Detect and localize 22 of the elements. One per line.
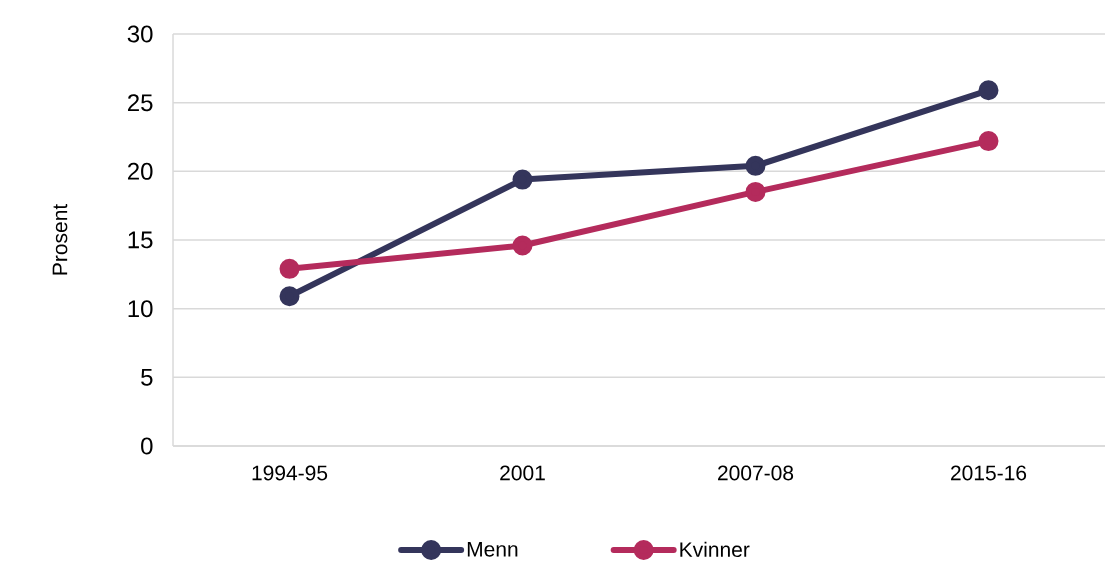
point [978,131,999,152]
y-axis-title: Prosent [52,203,68,275]
point [512,235,533,256]
legend-label: Kvinner [680,541,750,558]
point [978,80,999,101]
y-tick-label: 5 [141,368,153,386]
point [279,286,300,307]
y-tick-label: 30 [127,25,153,43]
y-tick-label: 25 [127,94,153,112]
x-tick-label: 2007-08 [718,465,794,481]
x-tick-label: 2015-16 [951,465,1027,481]
point [279,258,300,279]
y-tick-label: 0 [141,437,153,455]
x-tick-label: 2001 [500,465,545,481]
y-tick-label: 15 [128,231,153,249]
y-tick-label: 20 [127,162,153,180]
y-tick-label: 10 [128,300,153,318]
point [745,181,766,202]
legend-label: Menn [467,542,518,557]
x-tick-label: 1994-95 [252,465,328,481]
point [512,169,533,190]
point [745,155,766,176]
